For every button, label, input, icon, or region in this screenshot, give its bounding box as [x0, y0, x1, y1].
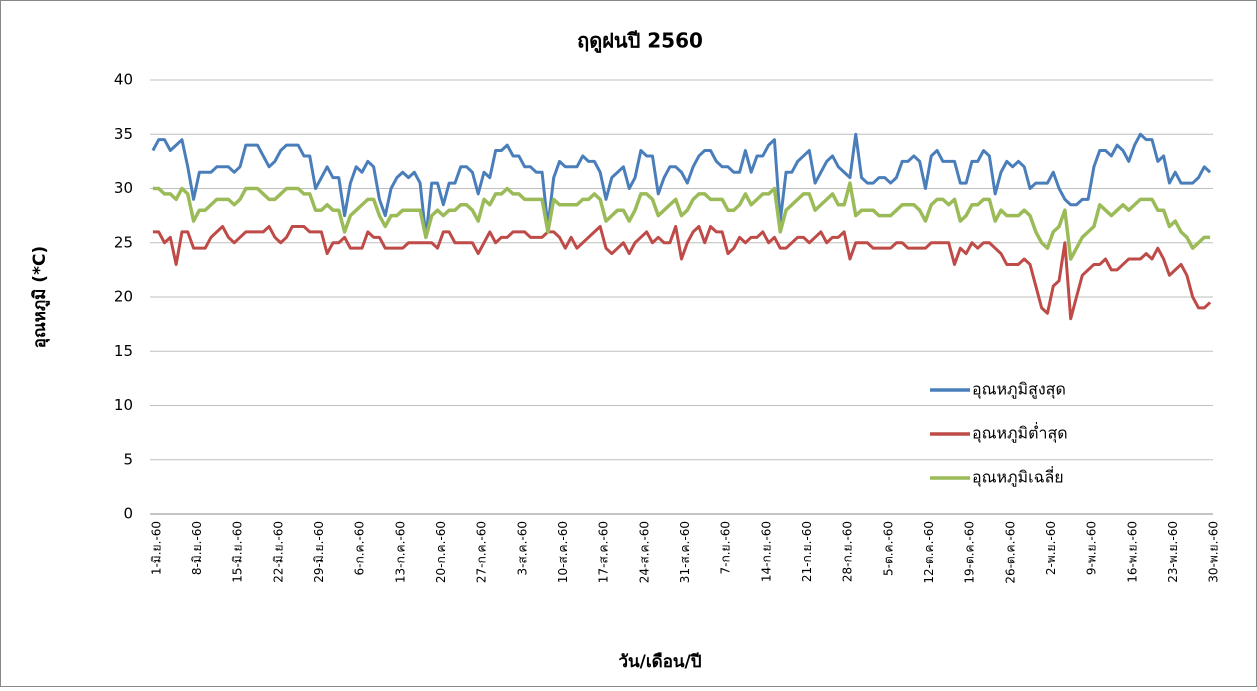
y-tick-label: 35 — [114, 125, 133, 143]
x-tick-label: 10-ส.ค.-60 — [556, 521, 570, 583]
x-tick-label: 24-ส.ค.-60 — [637, 521, 651, 583]
line-series — [152, 224, 1212, 321]
y-tick-label: 30 — [114, 179, 133, 197]
x-axis-title: วัน/เดือน/ปี — [618, 651, 701, 672]
x-tick-label: 28-ก.ย.-60 — [841, 521, 855, 582]
x-tick-label: 16-พ.ย.-60 — [1125, 521, 1139, 583]
y-tick-label: 10 — [114, 396, 133, 414]
x-tick-label: 27-ก.ค.-60 — [475, 521, 489, 583]
x-tick-label: 13-ก.ค.-60 — [393, 521, 407, 583]
x-tick-label: 14-ก.ย.-60 — [759, 521, 773, 582]
x-tick-label: 17-ส.ค.-60 — [597, 521, 611, 583]
x-tick-label: 3-ส.ค.-60 — [515, 521, 529, 576]
y-tick-label: 40 — [114, 71, 133, 89]
x-tick-label: 1-มิ.ย.-60 — [149, 521, 163, 575]
y-tick-label: 15 — [114, 342, 133, 360]
chart-title: ฤดูฝนปี 2560 — [577, 29, 703, 55]
line-series — [152, 181, 1211, 261]
x-tick-label: 29-มิ.ย.-60 — [312, 521, 326, 583]
x-tick-label: 9-พ.ย.-60 — [1085, 521, 1099, 575]
y-tick-label: 0 — [123, 505, 133, 523]
legend-label: อุณหภูมิสูงสุด — [972, 380, 1066, 400]
y-tick-label: 5 — [123, 450, 133, 468]
x-tick-label: 8-มิ.ย.-60 — [190, 521, 204, 575]
x-tick-label: 21-ก.ย.-60 — [800, 521, 814, 582]
legend-label: อุณหภูมิเฉลี่ย — [972, 466, 1064, 488]
x-tick-label: 6-ก.ค.-60 — [353, 521, 367, 576]
y-axis-title: อุณหภูมิ (*C) — [30, 246, 51, 348]
x-tick-label: 22-มิ.ย.-60 — [271, 521, 285, 583]
x-tick-label: 5-ต.ค.-60 — [881, 521, 895, 576]
y-tick-label: 25 — [114, 233, 133, 251]
x-tick-label: 26-ต.ค.-60 — [1003, 521, 1017, 584]
x-tick-label: 7-ก.ย.-60 — [719, 521, 733, 575]
x-tick-label: 31-ส.ค.-60 — [678, 521, 692, 583]
line-series — [151, 132, 1212, 239]
x-tick-label: 20-ก.ค.-60 — [434, 521, 448, 583]
x-tick-label: 19-ต.ค.-60 — [963, 521, 977, 584]
x-tick-label: 2-พ.ย.-60 — [1044, 521, 1058, 575]
x-tick-label: 15-มิ.ย.-60 — [231, 521, 245, 583]
x-tick-label: 30-พ.ย.-60 — [1207, 521, 1221, 583]
y-tick-label: 20 — [114, 288, 133, 306]
x-tick-label: 23-พ.ย.-60 — [1166, 521, 1180, 583]
x-tick-label: 12-ต.ค.-60 — [922, 521, 936, 584]
legend-label: อุณหภูมิต่ำสุด — [972, 422, 1068, 444]
